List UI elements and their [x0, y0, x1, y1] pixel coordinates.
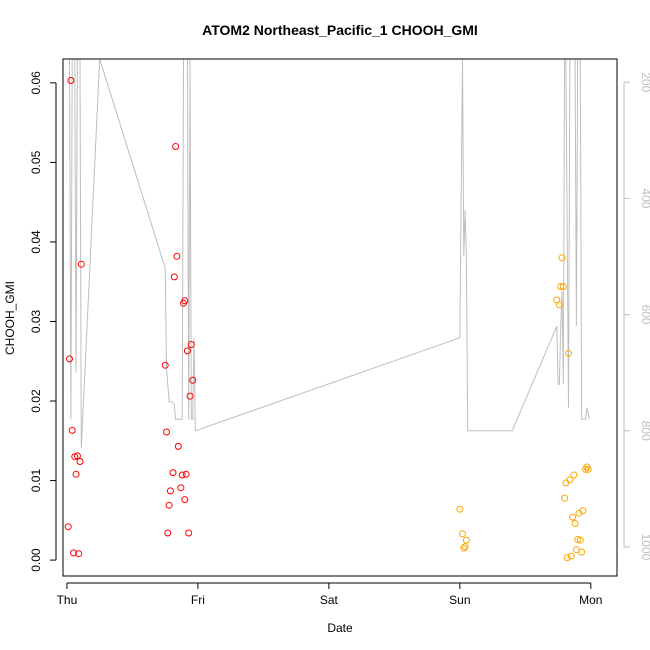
x-tick-label: Mon	[579, 593, 602, 607]
data-point	[178, 471, 186, 479]
y-tick-label: 0.01	[29, 469, 43, 493]
data-point	[183, 347, 191, 355]
data-point	[181, 297, 189, 305]
data-point	[562, 479, 570, 487]
data-point	[584, 465, 592, 473]
data-point	[72, 470, 80, 478]
y2-tick-label: 200	[639, 72, 650, 92]
y-tick-label: 0.02	[29, 389, 43, 413]
y-axis-label: CHOOH_GMI	[3, 281, 17, 355]
data-point	[172, 143, 180, 150]
data-point	[181, 496, 189, 504]
data-point	[75, 550, 83, 558]
y2-tick-label: 600	[639, 305, 650, 325]
data-point	[566, 476, 574, 484]
data-point	[169, 469, 177, 477]
data-point	[76, 458, 84, 465]
data-point	[174, 442, 182, 450]
data-point	[73, 452, 81, 460]
data-point	[569, 513, 576, 521]
data-point	[561, 494, 569, 502]
data-point	[563, 554, 571, 562]
data-point	[565, 349, 572, 357]
data-point	[570, 471, 578, 479]
x-axis-label: Date	[327, 621, 353, 635]
data-point	[163, 428, 170, 436]
data-point	[189, 376, 197, 384]
x-tick-label: Sun	[449, 593, 470, 607]
data-point	[187, 341, 195, 348]
y2-tick-label: 800	[639, 421, 650, 441]
data-point	[571, 520, 579, 527]
data-point	[164, 529, 172, 537]
data-point	[456, 505, 464, 513]
data-point	[165, 501, 173, 509]
plot-frame	[62, 58, 618, 577]
y2-tick-label: 400	[639, 188, 650, 208]
data-point	[166, 487, 174, 495]
data-point	[182, 470, 190, 478]
y-tick-label: 0.03	[29, 309, 43, 333]
data-point	[185, 529, 193, 537]
data-point	[64, 523, 72, 531]
data-point	[161, 361, 169, 369]
data-point	[559, 283, 567, 290]
x-tick-label: Fri	[191, 593, 205, 607]
y-tick-label: 0.04	[29, 230, 43, 254]
data-point	[177, 484, 185, 492]
data-point	[186, 392, 194, 400]
data-point	[576, 536, 584, 544]
data-point	[462, 536, 470, 544]
data-point	[555, 301, 563, 309]
data-point	[170, 273, 178, 281]
pressure-line	[66, 59, 590, 449]
plot-area: Thu Fri Sat Sun Mon 0.00 0.01 0.02 0.03 0.04 0.05 0…	[29, 58, 650, 607]
data-point	[461, 543, 469, 551]
y2-tick-label: 1000	[639, 534, 650, 561]
data-point	[66, 355, 73, 363]
y-tick-label: 0.06	[29, 71, 43, 95]
data-point	[578, 548, 586, 556]
data-point	[68, 426, 76, 434]
data-point	[558, 254, 566, 262]
y-tick-label: 0.00	[29, 548, 43, 572]
data-point	[77, 260, 85, 268]
data-point	[567, 552, 575, 560]
data-point	[459, 530, 466, 538]
data-point	[70, 549, 77, 557]
chart-title: ATOM2 Northeast_Pacific_1 CHOOH_GMI	[202, 22, 478, 38]
data-point	[173, 252, 181, 260]
data-point	[67, 77, 75, 84]
x-tick-label: Thu	[57, 593, 78, 607]
data-point	[460, 544, 468, 552]
data-point	[579, 507, 587, 515]
data-point	[557, 283, 565, 290]
x-tick-label: Sat	[320, 593, 339, 607]
y-tick-label: 0.05	[29, 150, 43, 174]
